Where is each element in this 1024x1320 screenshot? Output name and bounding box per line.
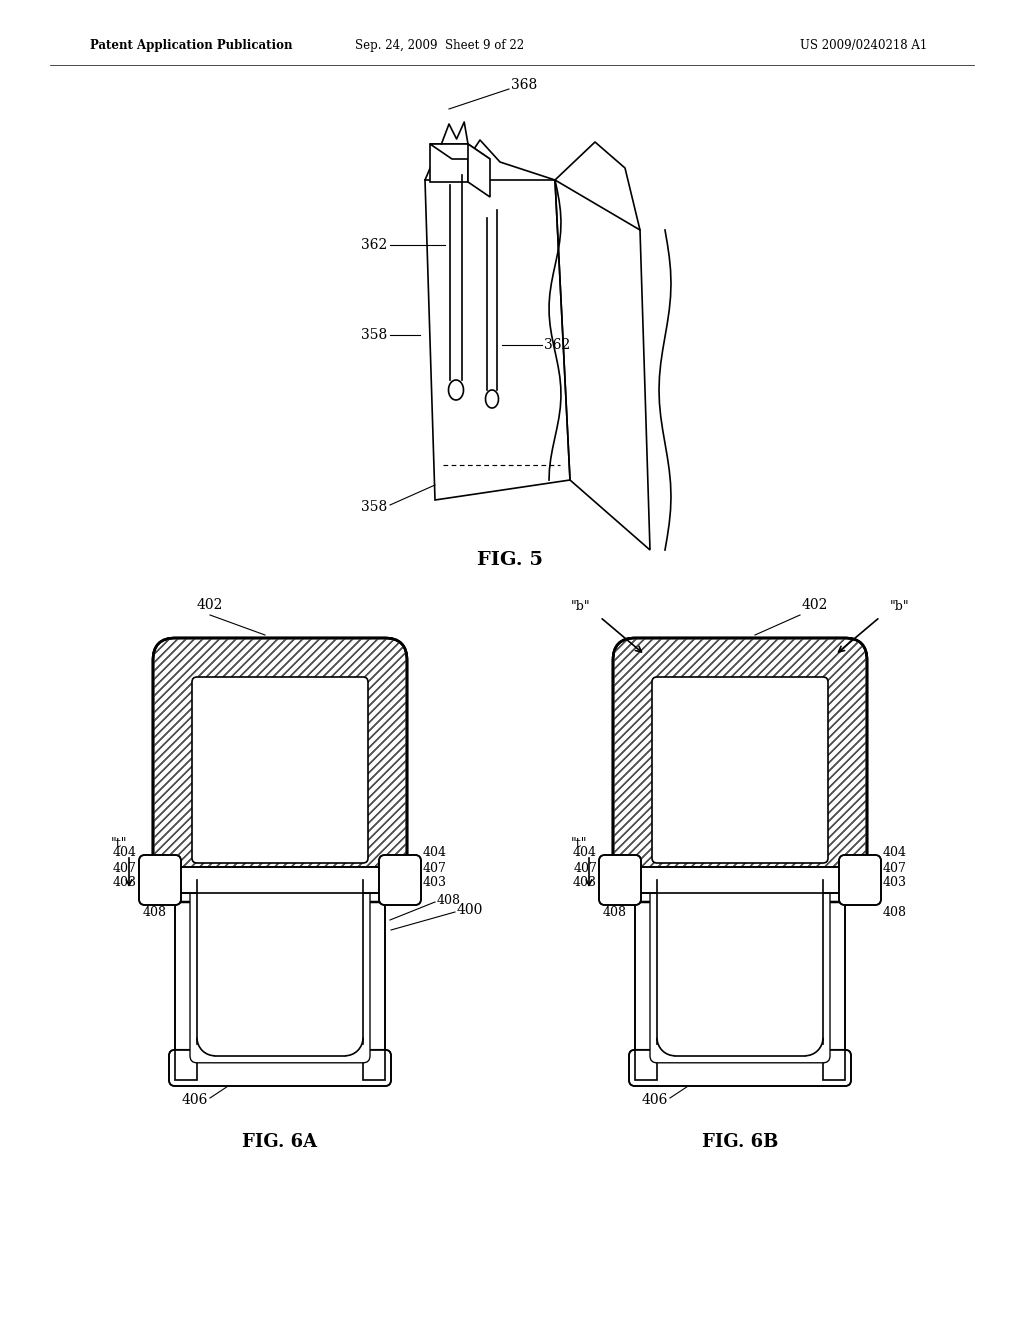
Text: 404: 404 <box>423 846 447 858</box>
Text: 402: 402 <box>197 598 223 612</box>
Text: 402: 402 <box>802 598 828 612</box>
Bar <box>635 867 845 894</box>
Bar <box>823 880 845 1080</box>
Text: 407: 407 <box>883 862 907 874</box>
Text: 368: 368 <box>511 78 538 92</box>
Text: Patent Application Publication: Patent Application Publication <box>90 38 293 51</box>
Text: "b": "b" <box>570 601 590 612</box>
Text: 404: 404 <box>573 846 597 858</box>
Text: 400: 400 <box>457 903 483 917</box>
Text: 403: 403 <box>423 875 447 888</box>
Text: US 2009/0240218 A1: US 2009/0240218 A1 <box>800 38 928 51</box>
Polygon shape <box>468 144 490 197</box>
Text: 408: 408 <box>437 894 461 907</box>
Bar <box>175 880 197 1080</box>
Text: FIG. 5: FIG. 5 <box>477 550 543 569</box>
Bar <box>362 880 385 1080</box>
Bar <box>635 867 845 894</box>
Text: 407: 407 <box>573 862 597 874</box>
Text: 362: 362 <box>544 338 570 352</box>
Bar <box>635 880 657 1080</box>
Bar <box>635 880 657 1080</box>
FancyBboxPatch shape <box>652 677 828 863</box>
Bar <box>362 880 385 1080</box>
FancyBboxPatch shape <box>169 1049 391 1086</box>
Text: 407: 407 <box>423 862 446 874</box>
Text: 404: 404 <box>113 846 137 858</box>
Text: 358: 358 <box>360 500 387 513</box>
FancyBboxPatch shape <box>629 1049 851 1086</box>
Text: 407: 407 <box>113 862 137 874</box>
Text: 403: 403 <box>883 875 907 888</box>
FancyBboxPatch shape <box>613 638 867 902</box>
Text: 358: 358 <box>360 327 387 342</box>
Text: "t": "t" <box>111 837 127 850</box>
Bar <box>362 880 385 1080</box>
Bar <box>175 867 385 894</box>
Bar <box>175 867 385 894</box>
Bar <box>635 867 845 894</box>
Text: 406: 406 <box>642 1093 668 1107</box>
FancyBboxPatch shape <box>650 873 830 1063</box>
Text: FIG. 6B: FIG. 6B <box>701 1133 778 1151</box>
Text: 408: 408 <box>603 906 627 919</box>
Text: 403: 403 <box>573 875 597 888</box>
Bar <box>823 880 845 1080</box>
Text: FIG. 6A: FIG. 6A <box>243 1133 317 1151</box>
FancyBboxPatch shape <box>190 873 370 1063</box>
Bar <box>175 880 197 1080</box>
Text: 404: 404 <box>883 846 907 858</box>
FancyBboxPatch shape <box>139 855 181 906</box>
Text: "t": "t" <box>570 837 587 850</box>
FancyBboxPatch shape <box>379 855 421 906</box>
FancyBboxPatch shape <box>191 677 368 863</box>
Text: "b": "b" <box>890 601 909 612</box>
Text: 362: 362 <box>360 238 387 252</box>
Text: 406: 406 <box>181 1093 208 1107</box>
FancyBboxPatch shape <box>599 855 641 906</box>
Polygon shape <box>430 144 490 158</box>
Text: Sep. 24, 2009  Sheet 9 of 22: Sep. 24, 2009 Sheet 9 of 22 <box>355 38 524 51</box>
FancyBboxPatch shape <box>153 638 407 902</box>
Bar <box>198 884 362 1045</box>
Bar <box>823 880 845 1080</box>
Text: 408: 408 <box>883 906 907 919</box>
Text: 408: 408 <box>143 906 167 919</box>
Bar <box>175 880 197 1080</box>
Text: 403: 403 <box>113 875 137 888</box>
Bar <box>430 144 468 182</box>
Bar <box>175 867 385 894</box>
Bar <box>658 884 822 1045</box>
FancyBboxPatch shape <box>839 855 881 906</box>
Bar <box>635 880 657 1080</box>
